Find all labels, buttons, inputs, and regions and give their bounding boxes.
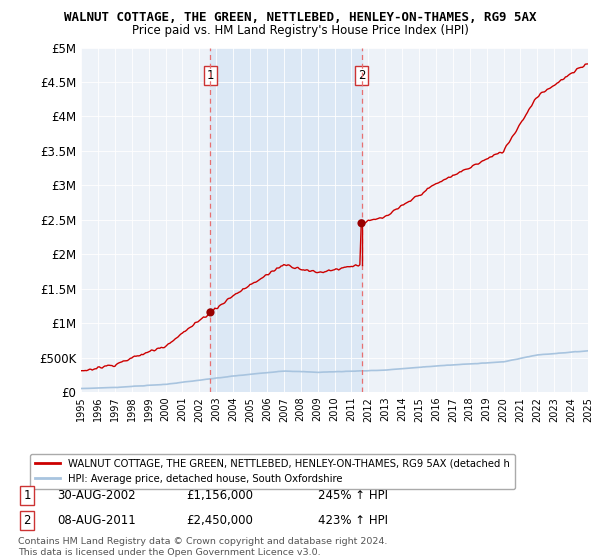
Text: £2,450,000: £2,450,000 [186, 514, 253, 528]
Text: WALNUT COTTAGE, THE GREEN, NETTLEBED, HENLEY-ON-THAMES, RG9 5AX: WALNUT COTTAGE, THE GREEN, NETTLEBED, HE… [64, 11, 536, 24]
Text: 245% ↑ HPI: 245% ↑ HPI [318, 489, 388, 502]
Text: 1: 1 [207, 69, 214, 82]
Point [206, 308, 215, 317]
Text: This data is licensed under the Open Government Licence v3.0.: This data is licensed under the Open Gov… [18, 548, 320, 557]
Text: 08-AUG-2011: 08-AUG-2011 [57, 514, 136, 528]
Text: 2: 2 [358, 69, 365, 82]
Text: 1: 1 [23, 489, 31, 502]
Text: Price paid vs. HM Land Registry's House Price Index (HPI): Price paid vs. HM Land Registry's House … [131, 24, 469, 36]
Text: 30-AUG-2002: 30-AUG-2002 [57, 489, 136, 502]
Text: 423% ↑ HPI: 423% ↑ HPI [318, 514, 388, 528]
Bar [211, 48, 362, 392]
Text: 2: 2 [23, 514, 31, 528]
Text: £1,156,000: £1,156,000 [186, 489, 253, 502]
Text: Contains HM Land Registry data © Crown copyright and database right 2024.: Contains HM Land Registry data © Crown c… [18, 537, 388, 546]
Point [357, 219, 367, 228]
Legend: WALNUT COTTAGE, THE GREEN, NETTLEBED, HENLEY-ON-THAMES, RG9 5AX (detached h, HPI: WALNUT COTTAGE, THE GREEN, NETTLEBED, HE… [30, 454, 515, 489]
